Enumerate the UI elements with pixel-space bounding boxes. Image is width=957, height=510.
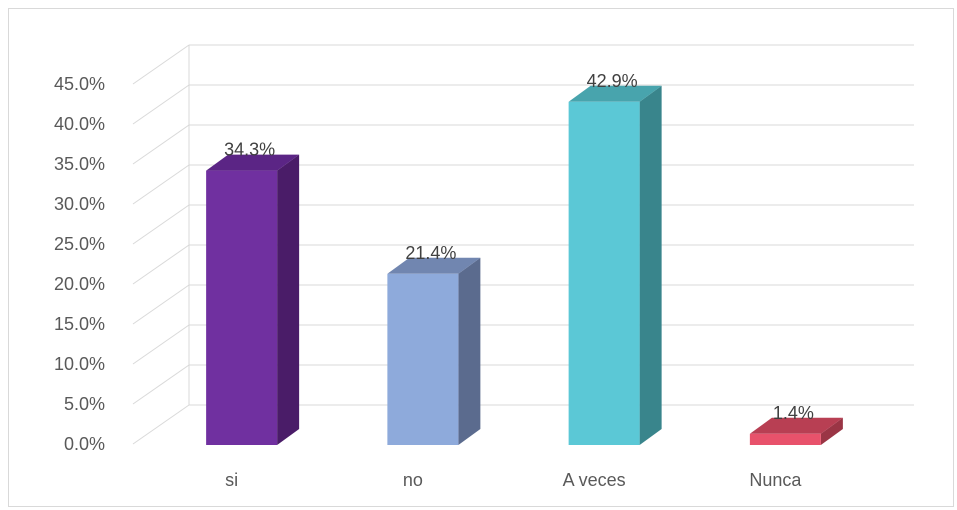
gridline-wall (132, 284, 190, 325)
y-tick-label: 25.0% (54, 234, 105, 254)
bar-side (458, 257, 481, 445)
gridline-wall (132, 324, 190, 365)
bar (749, 433, 821, 445)
bar (206, 170, 278, 445)
y-tick-label: 15.0% (54, 314, 105, 334)
y-tick-label: 35.0% (54, 154, 105, 174)
gridline-wall (132, 244, 190, 285)
bar-top (387, 257, 481, 274)
y-tick-label: 0.0% (64, 434, 105, 454)
y-tick-label: 20.0% (54, 274, 105, 294)
gridline-wall (132, 404, 190, 445)
data-label: 1.4% (773, 403, 814, 423)
gridline-wall (132, 84, 190, 125)
data-label: 21.4% (405, 243, 456, 263)
bar-chart: 0.0% 5.0% 10.0% 15.0% 20.0% 25.0% 30.0% 35.0% 40… (54, 44, 914, 490)
gridline-wall (132, 364, 190, 405)
x-tick-label: A veces (563, 470, 626, 490)
y-tick-label: 40.0% (54, 114, 105, 134)
chart-area: 0.0% 5.0% 10.0% 15.0% 20.0% 25.0% 30.0% 35.0% 40… (8, 8, 954, 507)
gridline-wall (132, 164, 190, 205)
bar (387, 273, 459, 445)
bar-side (277, 154, 300, 445)
data-label: 34.3% (224, 140, 275, 160)
gridline-wall (132, 44, 190, 85)
x-tick-label: no (403, 470, 423, 490)
gridline-wall (132, 124, 190, 165)
gridline-wall (132, 204, 190, 245)
bar-top (749, 417, 843, 434)
y-tick-label: 10.0% (54, 354, 105, 374)
data-label: 42.9% (587, 71, 638, 91)
bar-top (206, 154, 300, 171)
y-tick-label: 45.0% (54, 74, 105, 94)
x-tick-label: Nunca (749, 470, 802, 490)
y-tick-label: 5.0% (64, 394, 105, 414)
bar-side (820, 417, 843, 445)
x-tick-label: si (225, 470, 238, 490)
bar (568, 101, 640, 446)
bar-side (639, 85, 662, 446)
y-tick-label: 30.0% (54, 194, 105, 214)
bar-top (568, 85, 662, 102)
